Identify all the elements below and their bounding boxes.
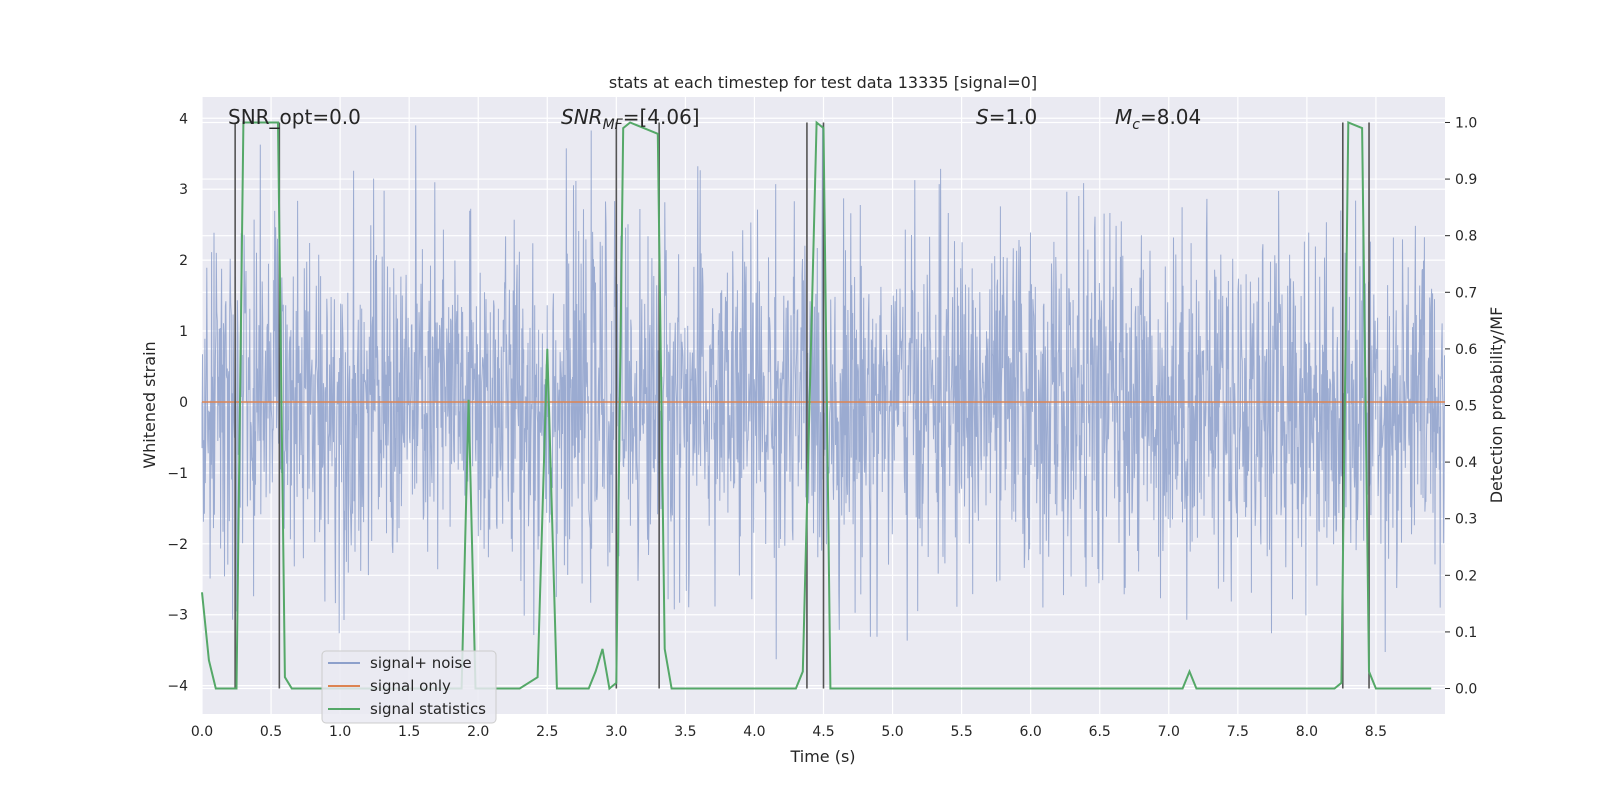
x-tick-label: 7.0 bbox=[1158, 724, 1180, 740]
y-left-tick-label: −1 bbox=[167, 466, 188, 482]
legend: signal+ noise signal only signal statist… bbox=[321, 650, 497, 724]
mc-rest: =8.04 bbox=[1140, 105, 1201, 129]
mc-sub: c bbox=[1132, 117, 1140, 133]
s-rest: =1.0 bbox=[989, 105, 1038, 129]
x-tick-label: 3.5 bbox=[674, 724, 696, 740]
x-tick-label: 3.0 bbox=[605, 724, 627, 740]
x-tick-label: 0.5 bbox=[260, 724, 282, 740]
y-left-tick-label: 4 bbox=[179, 111, 188, 127]
x-tick-label: 2.5 bbox=[536, 724, 558, 740]
x-tick-label: 8.0 bbox=[1296, 724, 1318, 740]
y-right-tick-label: 1.0 bbox=[1455, 115, 1477, 131]
snr-mf-annotation: SNRMF=[4.06] bbox=[561, 105, 700, 133]
y-right-tick-label: 0.8 bbox=[1455, 229, 1477, 245]
y-right-tick-label: 0.1 bbox=[1455, 625, 1477, 641]
snr-opt-annotation: SNR_opt=0.0 bbox=[228, 105, 361, 129]
legend-label-noise: signal+ noise bbox=[370, 654, 472, 672]
legend-label-signal-only: signal only bbox=[370, 677, 451, 695]
x-tick-label: 2.0 bbox=[467, 724, 489, 740]
x-tick-label: 5.0 bbox=[881, 724, 903, 740]
y-right-tick-label: 0.9 bbox=[1455, 172, 1477, 188]
y-right-tick-label: 0.6 bbox=[1455, 342, 1477, 358]
y-right-tick-label: 0.2 bbox=[1455, 568, 1477, 584]
y-axis-left-label: Whitened strain bbox=[140, 341, 159, 468]
y-left-tick-label: −3 bbox=[167, 608, 188, 624]
snr-mf-rest: =[4.06] bbox=[623, 105, 700, 129]
y-right-tick-label: 0.5 bbox=[1455, 399, 1477, 415]
signal-statistics-line bbox=[201, 120, 1432, 691]
y-right-tick-label: 0.3 bbox=[1455, 512, 1477, 528]
y-left-tick-label: 2 bbox=[179, 253, 188, 269]
snr-mf-sub: MF bbox=[603, 117, 624, 133]
y-left-tick-label: 1 bbox=[179, 324, 188, 340]
mc-base: M bbox=[1115, 105, 1132, 129]
s-base: S bbox=[976, 105, 989, 129]
mc-annotation: Mc=8.04 bbox=[1115, 105, 1201, 133]
x-tick-label: 4.0 bbox=[743, 724, 765, 740]
x-tick-label: 6.5 bbox=[1089, 724, 1111, 740]
chart-title: stats at each timestep for test data 133… bbox=[609, 73, 1037, 92]
x-tick-labels: 0.0 0.5 1.0 1.5 2.0 2.5 3.0 3.5 4.0 4.5 5.0 5.5 6.0 6… bbox=[191, 724, 1387, 740]
legend-label-statistics: signal statistics bbox=[370, 700, 486, 718]
y-right-tick-labels: 0.0 0.1 0.2 0.3 0.4 0.5 0.6 0.7 0.8 0.9 1.0 bbox=[1455, 115, 1477, 697]
y-right-tick-label: 0.4 bbox=[1455, 455, 1477, 471]
y-right-tick-label: 0.7 bbox=[1455, 285, 1477, 301]
y-left-tick-label: 3 bbox=[179, 182, 188, 198]
y-left-tick-labels: −4 −3 −2 −1 0 1 2 3 4 bbox=[167, 111, 188, 694]
x-tick-label: 5.5 bbox=[950, 724, 972, 740]
x-tick-label: 4.5 bbox=[812, 724, 834, 740]
y-axis-right-label: Detection probability/MF bbox=[1487, 307, 1506, 504]
y-left-tick-label: −4 bbox=[167, 679, 188, 695]
s-annotation: S=1.0 bbox=[976, 105, 1037, 129]
legend-box bbox=[321, 650, 497, 724]
snr-mf-base: SNR bbox=[561, 105, 603, 129]
x-tick-label: 6.0 bbox=[1020, 724, 1042, 740]
x-axis-label: Time (s) bbox=[789, 747, 855, 766]
x-tick-label: 1.0 bbox=[329, 724, 351, 740]
y-left-tick-label: −2 bbox=[167, 537, 188, 553]
y-right-tick-label: 0.0 bbox=[1455, 682, 1477, 698]
x-tick-label: 0.0 bbox=[191, 724, 213, 740]
x-tick-label: 1.5 bbox=[398, 724, 420, 740]
x-tick-label: 8.5 bbox=[1365, 724, 1387, 740]
x-tick-label: 7.5 bbox=[1227, 724, 1249, 740]
y-left-tick-label: 0 bbox=[179, 395, 188, 411]
